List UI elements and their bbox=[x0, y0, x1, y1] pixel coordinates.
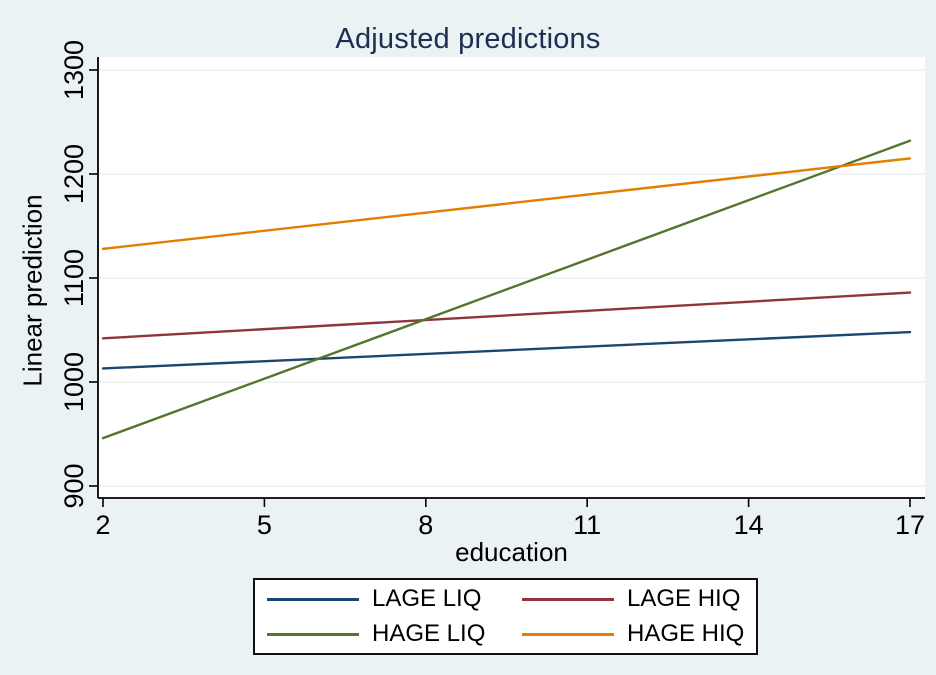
y-tick-label-1000: 1000 bbox=[59, 352, 89, 412]
series-line-lage-hiq bbox=[101, 291, 912, 340]
y-tick-label-1200: 1200 bbox=[59, 144, 89, 204]
legend: LAGE LIQ LAGE HIQ HAGE LIQ HAGE HIQ bbox=[253, 578, 758, 655]
x-tick-label-2: 2 bbox=[95, 510, 110, 540]
x-axis-title: education bbox=[455, 537, 568, 567]
hage-hiq-line-swatch bbox=[522, 632, 614, 636]
x-tick-label-11: 11 bbox=[573, 510, 601, 540]
hage-liq-line-swatch bbox=[267, 632, 359, 636]
series-line-hage-liq bbox=[101, 139, 912, 440]
x-tick-label-14: 14 bbox=[734, 510, 764, 540]
legend-item-hage-hiq: HAGE HIQ bbox=[522, 619, 756, 649]
chart-title: Adjusted predictions bbox=[335, 23, 601, 55]
x-tick-label-5: 5 bbox=[257, 510, 272, 540]
y-axis-title: Linear prediction bbox=[17, 194, 48, 387]
y-tick-label-900: 900 bbox=[59, 463, 89, 508]
legend-label-hage-hiq: HAGE HIQ bbox=[627, 620, 745, 647]
lage-hiq-line-swatch bbox=[522, 597, 614, 601]
x-tick-label-8: 8 bbox=[418, 510, 433, 540]
series-line-hage-hiq bbox=[101, 157, 912, 251]
legend-label-lage-hiq: LAGE HIQ bbox=[627, 585, 741, 612]
legend-item-lage-liq: LAGE LIQ bbox=[267, 584, 522, 614]
y-tick-label-1100: 1100 bbox=[59, 249, 89, 307]
lage-liq-line-swatch bbox=[267, 597, 359, 601]
legend-label-hage-liq: HAGE LIQ bbox=[372, 620, 486, 647]
series-line-lage-liq bbox=[101, 330, 912, 370]
legend-item-lage-hiq: LAGE HIQ bbox=[522, 584, 756, 614]
y-tick-label-1300: 1300 bbox=[59, 40, 89, 100]
x-tick-label-17: 17 bbox=[895, 510, 925, 540]
legend-item-hage-liq: HAGE LIQ bbox=[267, 619, 522, 649]
legend-label-lage-liq: LAGE LIQ bbox=[372, 585, 482, 612]
